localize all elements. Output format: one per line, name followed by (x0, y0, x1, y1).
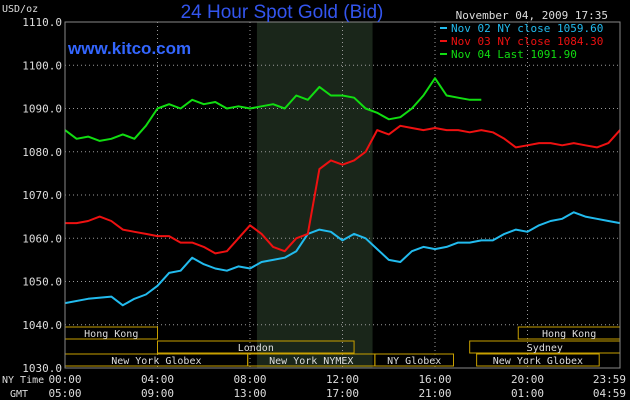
session-bar (374, 353, 454, 367)
ny-time-tick: 16:00 (418, 373, 451, 386)
gmt-tick: 05:00 (48, 387, 81, 400)
session-label: Sydney (527, 343, 563, 354)
session-label: New York NYMEX (269, 356, 353, 367)
gmt-tick: 17:00 (326, 387, 359, 400)
ny-time-label: NY Time (2, 375, 44, 386)
y-tick-label: 1070.0 (22, 189, 62, 202)
ny-time-tick: 08:00 (233, 373, 266, 386)
y-tick-label: 1090.0 (22, 103, 62, 116)
chart-title: 24 Hour Spot Gold (Bid) (181, 2, 384, 23)
series-line-1 (65, 124, 621, 255)
gmt-tick: 21:00 (418, 387, 451, 400)
ny-time-tick: 00:00 (48, 373, 81, 386)
y-tick-label: 1110.0 (22, 16, 62, 29)
session-label: New York Globex (111, 356, 201, 367)
watermark: www.kitco.com (67, 39, 191, 58)
session-bar (476, 353, 600, 367)
gmt-tick: 04:59 (593, 387, 626, 400)
y-tick-label: 1040.0 (22, 319, 62, 332)
gmt-label: GMT (10, 389, 28, 400)
ny-time-tick: 04:00 (141, 373, 174, 386)
ny-time-tick: 23:59 (593, 373, 626, 386)
y-tick-label: 1060.0 (22, 232, 62, 245)
ny-time-tick: 20:00 (511, 373, 544, 386)
series-line-2 (64, 77, 482, 142)
legend-entry: Nov 02 NY close 1059.60 (451, 22, 603, 35)
y-axis-label: USD/oz (2, 4, 38, 15)
y-tick-label: 1100.0 (22, 59, 62, 72)
session-label: London (238, 343, 274, 354)
session-bar (157, 340, 355, 354)
ny-time-tick: 12:00 (326, 373, 359, 386)
gmt-tick: 13:00 (233, 387, 266, 400)
gmt-tick: 09:00 (141, 387, 174, 400)
legend-entry: Nov 04 Last 1091.90 (451, 48, 577, 61)
y-tick-label: 1050.0 (22, 276, 62, 289)
session-label: NY Globex (387, 356, 441, 367)
session-label: New York Globex (493, 356, 583, 367)
y-tick-label: 1030.0 (22, 362, 62, 375)
legend-entry: Nov 03 NY close 1084.30 (451, 35, 603, 48)
session-label: Hong Kong (84, 329, 138, 340)
y-tick-label: 1080.0 (22, 146, 62, 159)
plot-frame (64, 21, 621, 369)
gmt-tick: 01:00 (511, 387, 544, 400)
session-label: Hong Kong (542, 329, 596, 340)
series-line-0 (64, 211, 621, 307)
date-label: November 04, 2009 17:35 (456, 9, 608, 22)
